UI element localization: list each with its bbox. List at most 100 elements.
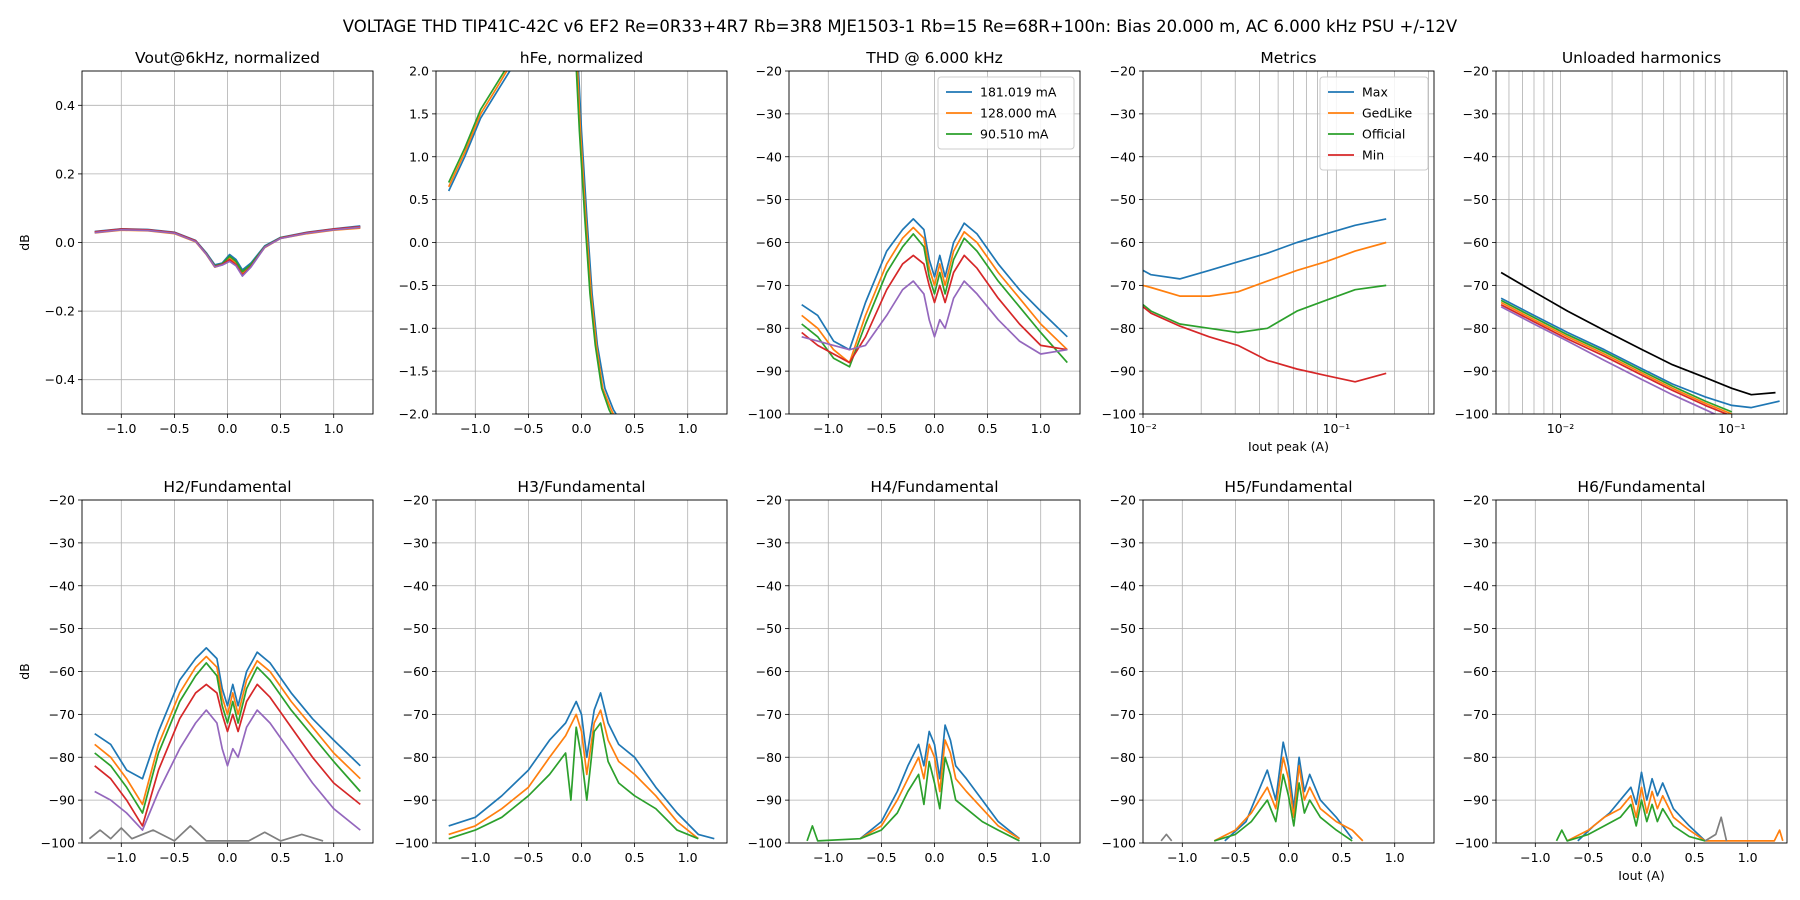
y-tick-label: −50 [756, 621, 782, 636]
y-tick-label: −90 [1110, 793, 1136, 808]
series-line-gray [88, 825, 324, 842]
x-tick-label: 0.5 [271, 850, 291, 865]
subplot-thd: −1.0 −0.5 0.0 0.5 1.0 −100 −90 −80 −70 −60 −50 −40 −… [748, 49, 1081, 436]
subplot-title: H6/Fundamental [1577, 478, 1705, 496]
x-tick-label: −1.0 [460, 850, 490, 865]
x-tick-label: −0.5 [513, 421, 543, 436]
tick-group: −1.0 −0.5 0.0 0.5 1.0 −0.4 −0.2 0.0 0.2 0.4 [45, 98, 344, 436]
subplot-title: THD @ 6.000 kHz [865, 49, 1002, 67]
y-tick-label: −70 [1463, 707, 1489, 722]
y-tick-label: −40 [403, 578, 429, 593]
legend-label: 128.000 mA [980, 106, 1057, 121]
subplot-unloaded: 10⁻² 10⁻¹ −100 −90 −80 −70 −60 −50 −40 −30 −20 Unlo… [1455, 49, 1788, 437]
x-tick-label: −1.0 [106, 421, 136, 436]
y-tick-label: −100 [1102, 407, 1136, 422]
y-tick-label: −90 [1110, 364, 1136, 379]
y-tick-label: −70 [1110, 278, 1136, 293]
y-tick-label: −60 [1463, 664, 1489, 679]
tick-group: −1.0 −0.5 0.0 0.5 1.0 −100 −90 −80 −70 −60 −50 −40 −… [395, 493, 698, 866]
series-line-orange [801, 226, 1068, 364]
series-line-green [1143, 284, 1387, 334]
y-tick-label: −30 [1463, 535, 1489, 550]
y-tick-label: −90 [403, 793, 429, 808]
subplot-hfe: −1.0 −0.5 0.0 0.5 1.0 −2.0 −1.5 −1.0 −0.5 0.0 0.5 1… [399, 49, 728, 436]
legend-box [937, 76, 1075, 150]
y-tick-label: −60 [49, 664, 75, 679]
tick-group: 10⁻² 10⁻¹ −100 −90 −80 −70 −60 −50 −40 −30 −20 [1102, 64, 1350, 437]
series-line-gray [1704, 816, 1728, 842]
y-tick-label: 0.0 [55, 235, 75, 250]
series-line-gray [1160, 833, 1173, 842]
y-axis-label: dB [17, 234, 32, 251]
x-tick-label: 10⁻¹ [1323, 421, 1351, 436]
x-tick-label: 0.5 [625, 850, 645, 865]
series-line-blue [1143, 218, 1387, 280]
gridlines [82, 499, 373, 844]
y-tick-label: −20 [756, 493, 782, 508]
y-tick-label: −40 [1463, 578, 1489, 593]
y-tick-label: −100 [1455, 407, 1489, 422]
y-tick-label: 1.5 [409, 106, 429, 121]
series-group [447, 71, 618, 414]
gridlines [1143, 499, 1434, 844]
y-tick-label: −70 [403, 707, 429, 722]
y-tick-label: −0.4 [45, 372, 75, 387]
series-line-green [806, 756, 1020, 842]
tick-group: −1.0 −0.5 0.0 0.5 1.0 −100 −90 −80 −70 −60 −50 −40 −… [1455, 493, 1758, 866]
subplot-h5: −1.0 −0.5 0.0 0.5 1.0 −100 −90 −80 −70 −60 −50 −40 −… [1102, 478, 1435, 865]
y-tick-label: −100 [1455, 836, 1489, 851]
legend-label: Min [1362, 148, 1384, 163]
y-tick-label: −80 [1463, 321, 1489, 336]
y-tick-label: −40 [756, 149, 782, 164]
x-tick-label: 1.0 [1385, 850, 1405, 865]
y-tick-label: −80 [1110, 321, 1136, 336]
y-tick-label: −70 [49, 707, 75, 722]
y-tick-label: −20 [756, 64, 782, 79]
series-group [1143, 218, 1387, 383]
legend: 181.019 mA 128.000 mA 90.510 mA [937, 76, 1075, 150]
y-tick-label: −40 [49, 578, 75, 593]
y-tick-label: −50 [1110, 621, 1136, 636]
series-line-red [1500, 303, 1729, 414]
series-line-orange [1213, 756, 1364, 842]
x-tick-label: 0.0 [572, 850, 592, 865]
subplot-title: Metrics [1260, 49, 1316, 67]
x-tick-label: −0.5 [1573, 850, 1603, 865]
y-tick-label: −80 [49, 750, 75, 765]
figure-title: VOLTAGE THD TIP41C-42C v6 EF2 Re=0R33+4R… [343, 17, 1458, 36]
y-tick-label: −0.5 [399, 278, 429, 293]
series-line-blue [801, 218, 1068, 351]
x-tick-label: 1.0 [678, 421, 698, 436]
y-tick-label: −90 [756, 364, 782, 379]
legend-box [1319, 76, 1429, 171]
series-line-black [1500, 271, 1776, 396]
x-tick-label: −0.5 [1220, 850, 1250, 865]
y-tick-label: −50 [1463, 192, 1489, 207]
series-line-blue [448, 692, 715, 840]
series-group [88, 647, 361, 842]
series-line-orange [576, 71, 615, 414]
x-tick-label: 1.0 [1738, 850, 1758, 865]
y-tick-label: −60 [1110, 235, 1136, 250]
subplot-h3: −1.0 −0.5 0.0 0.5 1.0 −100 −90 −80 −70 −60 −50 −40 −… [395, 478, 728, 866]
y-tick-label: −80 [756, 321, 782, 336]
y-tick-label: −100 [748, 836, 782, 851]
tick-group: 10⁻² 10⁻¹ −100 −90 −80 −70 −60 −50 −40 −30 −20 [1455, 64, 1746, 437]
series-line-green [1500, 299, 1733, 413]
series-line-purple [1500, 306, 1717, 414]
y-tick-label: −40 [1110, 578, 1136, 593]
x-axis-label: Iout peak (A) [1248, 439, 1329, 454]
y-tick-label: −30 [1110, 106, 1136, 121]
series-line-orange [447, 71, 508, 188]
y-tick-label: −20 [1463, 64, 1489, 79]
x-tick-label: −0.5 [513, 850, 543, 865]
legend-label: Official [1362, 127, 1405, 142]
subplot-title: H3/Fundamental [517, 478, 645, 496]
x-tick-label: −1.0 [813, 421, 843, 436]
series-line-purple [94, 709, 361, 831]
y-tick-label: −20 [49, 493, 75, 508]
subplot-grid: −1.0 −0.5 0.0 0.5 1.0 −0.4 −0.2 0.0 0.2 0.4 Vout@6… [17, 49, 1788, 883]
x-axis-label: Iout (A) [1618, 868, 1664, 883]
series-line-purple [94, 226, 361, 277]
series-line-green [575, 71, 613, 414]
